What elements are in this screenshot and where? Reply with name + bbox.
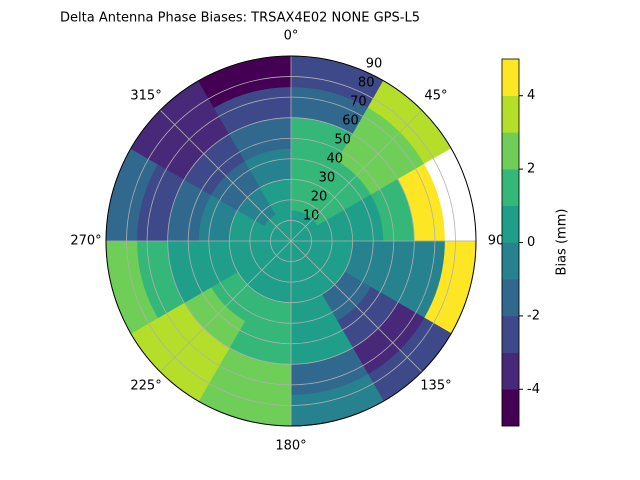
colorbar-band	[501, 95, 520, 133]
r-tick-label: 40	[326, 152, 343, 167]
theta-tick-label: 45°	[424, 89, 447, 104]
r-tick-label: 50	[334, 133, 351, 148]
colorbar-band	[501, 132, 520, 170]
r-tick-label: 80	[358, 76, 375, 91]
colorbar-band	[501, 315, 520, 353]
r-tick-label: 90	[366, 57, 383, 72]
polar-frame	[105, 55, 477, 427]
grid-spoke	[159, 109, 292, 242]
grid-spoke	[159, 240, 292, 373]
r-tick-label: 30	[319, 171, 336, 186]
r-tick-label: 10	[303, 209, 320, 224]
colorbar-band	[501, 168, 520, 207]
r-tick-label: 20	[311, 190, 328, 205]
colorbar-band	[501, 389, 520, 427]
colorbar-tick-label: 0	[527, 235, 535, 250]
theta-tick-label: 90	[488, 234, 505, 249]
theta-tick-label: 180°	[275, 439, 306, 454]
colorbar-band	[501, 352, 520, 390]
colorbar-band	[501, 242, 520, 280]
theta-tick-label: 135°	[420, 378, 451, 393]
theta-tick-label: 0°	[284, 29, 299, 44]
colorbar-band	[501, 205, 520, 243]
colorbar-tick-label: -4	[527, 382, 540, 397]
colorbar-tick-label: 2	[527, 162, 535, 177]
r-tick-label: 70	[350, 95, 367, 110]
colorbar-band	[501, 278, 520, 317]
theta-tick-label: 225°	[130, 378, 161, 393]
colorbar-band	[501, 58, 520, 96]
theta-tick-label: 270°	[70, 234, 101, 249]
colorbar-tick-label: 4	[527, 88, 535, 103]
colorbar-label: Bias (mm)	[555, 209, 570, 276]
colorbar-tick-label: -2	[527, 308, 540, 323]
grid-spoke	[290, 240, 423, 373]
chart-title: Delta Antenna Phase Biases: TRSAX4E02 NO…	[60, 11, 420, 26]
grid-spoke	[290, 109, 423, 242]
r-tick-label: 60	[342, 114, 359, 129]
theta-tick-label: 315°	[130, 89, 161, 104]
